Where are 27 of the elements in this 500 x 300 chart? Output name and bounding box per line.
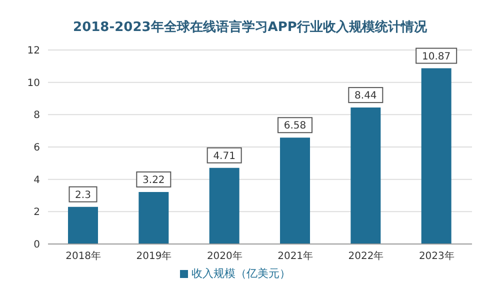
bar <box>421 68 452 244</box>
x-tick-label: 2022年 <box>348 250 384 262</box>
y-tick-label: 8 <box>34 110 40 122</box>
y-tick-label: 12 <box>27 46 40 57</box>
chart-title: 2018-2023年全球在线语言学习APP行业收入规模统计情况 <box>72 18 428 36</box>
bar <box>68 206 98 244</box>
y-tick-label: 4 <box>34 174 40 186</box>
bar <box>209 168 240 244</box>
data-label: 8.44 <box>354 90 377 102</box>
data-label: 6.58 <box>284 120 306 132</box>
data-label: 3.22 <box>142 174 165 186</box>
bar <box>138 192 169 244</box>
data-label: 4.71 <box>213 150 236 162</box>
x-tick-label: 2018年 <box>66 250 102 262</box>
legend-label: 收入规模（亿美元） <box>192 267 290 280</box>
bar <box>280 138 310 244</box>
data-label: 10.87 <box>422 51 451 62</box>
x-tick-label: 2020年 <box>206 250 242 262</box>
x-tick-label: 2021年 <box>278 250 314 262</box>
x-tick-label: 2019年 <box>136 250 172 262</box>
y-tick-label: 0 <box>34 240 40 251</box>
bar <box>350 108 381 244</box>
y-tick-label: 2 <box>34 207 40 218</box>
y-tick-label: 10 <box>27 78 40 89</box>
y-tick-label: 6 <box>34 142 40 154</box>
x-tick-label: 2023年 <box>418 250 454 262</box>
data-label: 2.3 <box>75 190 91 201</box>
